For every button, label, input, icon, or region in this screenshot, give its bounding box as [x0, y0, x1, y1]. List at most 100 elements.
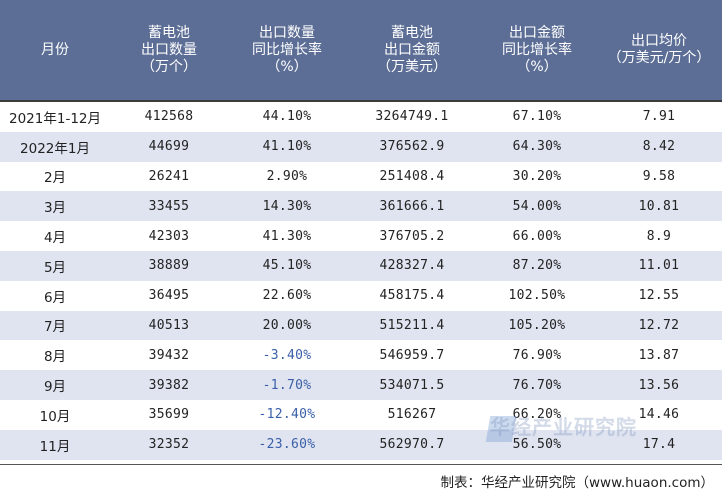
value-cell: 562970.7: [346, 429, 478, 460]
value-cell: 10.81: [596, 191, 722, 222]
value-cell: 412568: [110, 100, 228, 132]
value-cell: 44.10%: [228, 100, 346, 132]
value-cell: 376705.2: [379, 228, 445, 244]
value-cell: 12.55: [638, 288, 680, 304]
table-row: 3月 33455 14.30% 361666.1 54.00% 10.81: [0, 191, 722, 222]
value-cell: 105.20%: [478, 310, 596, 341]
value-cell: 102.50%: [508, 288, 566, 304]
value-cell: 8.42: [596, 131, 722, 162]
column-header: 出口均价 （万美元/万个）: [596, 0, 722, 101]
value-cell: 41.30%: [262, 228, 312, 244]
value-cell: 40513: [110, 310, 228, 341]
value-cell: 361666.1: [346, 191, 478, 222]
month-cell: 2021年1-12月: [0, 100, 110, 132]
column-header: 月份: [0, 0, 110, 101]
column-header-line: （万美元/万个）: [607, 50, 711, 66]
month-cell: 10月: [39, 408, 71, 425]
value-cell: 67.10%: [478, 100, 596, 132]
value-cell: 39432: [148, 347, 190, 363]
value-cell: 30.20%: [512, 168, 562, 184]
source-note: 制表：华经产业研究院（www.huaon.com）: [440, 475, 715, 491]
value-cell: 26241: [148, 168, 190, 184]
month-cell: 4月: [43, 230, 67, 247]
value-cell: 13.87: [638, 347, 680, 363]
value-cell: 56.50%: [478, 429, 596, 460]
month-cell: 2月: [43, 170, 67, 187]
table-row: 8月 39432 -3.40% 546959.7 76.90% 13.87: [0, 340, 722, 370]
column-header-line: （%）: [516, 58, 558, 75]
column-header-line: 出口均价: [631, 33, 687, 49]
value-cell: 516267: [387, 407, 437, 423]
month-cell: 6月: [43, 289, 67, 306]
value-cell: 41.10%: [228, 131, 346, 162]
value-cell: 7.91: [596, 100, 722, 132]
value-cell: 76.70%: [478, 370, 596, 400]
table-row: 5月 38889 45.10% 428327.4 87.20% 11.01: [0, 250, 722, 281]
column-header-line: （%）: [266, 58, 308, 75]
value-cell: 546959.7: [379, 347, 445, 363]
value-cell: 251408.4: [379, 168, 445, 184]
value-cell: 14.46: [638, 407, 680, 423]
value-cell: 12.72: [596, 310, 722, 341]
value-cell: 9.58: [642, 168, 676, 184]
value-cell: -1.70%: [228, 370, 346, 400]
month-cell: 11月: [0, 429, 110, 460]
value-cell: 76.90%: [512, 347, 562, 363]
table-row: 2022年1月 44699 41.10% 376562.9 64.30% 8.42: [0, 131, 722, 162]
month-cell: 5月: [0, 250, 110, 281]
column-header-line: 同比增长率: [502, 41, 572, 58]
watermark: 华经产业研究院: [490, 415, 637, 439]
column-header-line: 出口金额: [509, 24, 565, 41]
value-cell: 376562.9: [346, 131, 478, 162]
column-header-line: 蓄电池: [148, 24, 190, 41]
value-cell: 3264749.1: [346, 100, 478, 132]
value-cell: 44699: [110, 131, 228, 162]
table-row: 4月 42303 41.30% 376705.2 66.00% 8.9: [0, 221, 722, 251]
value-cell: 32352: [110, 429, 228, 460]
value-cell: 66.00%: [512, 228, 562, 244]
month-cell: 2022年1月: [0, 131, 110, 162]
value-cell: 54.00%: [478, 191, 596, 222]
column-header-line: 出口数量: [259, 24, 315, 41]
value-cell: 45.10%: [228, 250, 346, 281]
table-row: 2月 26241 2.90% 251408.4 30.20% 9.58: [0, 162, 722, 192]
header-row: 月份 蓄电池 出口数量 （万个） 出口数量 同比增长率 （%） 蓄电池 出口金额 （万美元） 出口金…: [0, 0, 722, 101]
column-header-line: 出口金额: [384, 41, 440, 58]
column-header-line: （万个）: [141, 58, 197, 75]
column-header-line: 出口数量: [141, 41, 197, 58]
column-header: 出口金额 同比增长率 （%）: [478, 0, 596, 101]
column-header-line: （万美元）: [377, 58, 447, 75]
column-header-line: 月份: [41, 41, 69, 58]
value-cell: 14.30%: [228, 191, 346, 222]
value-cell: 11.01: [596, 250, 722, 281]
table-row: 2021年1-12月 412568 44.10% 3264749.1 67.10% 7.9…: [0, 100, 722, 132]
table-row: 11月 32352 -23.60% 562970.7 56.50% 17.4: [0, 429, 722, 460]
value-cell: 64.30%: [478, 131, 596, 162]
month-cell: 3月: [0, 191, 110, 222]
table-header: 月份 蓄电池 出口数量 （万个） 出口数量 同比增长率 （%） 蓄电池 出口金额 （万美元） 出口金…: [0, 0, 722, 101]
value-cell: 13.56: [596, 370, 722, 400]
value-cell: -23.60%: [228, 429, 346, 460]
month-cell: 9月: [0, 370, 110, 400]
month-cell: 8月: [43, 349, 67, 366]
table-row: 7月 40513 20.00% 515211.4 105.20% 12.72: [0, 310, 722, 341]
value-cell: 36495: [148, 288, 190, 304]
value-cell: 35699: [148, 407, 190, 423]
column-header: 出口数量 同比增长率 （%）: [228, 0, 346, 101]
column-header: 蓄电池 出口金额 （万美元）: [346, 0, 478, 101]
table-footer: 制表：华经产业研究院（www.huaon.com）: [0, 464, 722, 493]
value-cell: 515211.4: [346, 310, 478, 341]
month-cell: 7月: [0, 310, 110, 341]
value-cell: 42303: [148, 228, 190, 244]
value-cell: 428327.4: [346, 250, 478, 281]
table-row: 10月 35699 -12.40% 516267 66.20% 14.46: [0, 400, 722, 430]
table-row: 6月 36495 22.60% 458175.4 102.50% 12.55: [0, 281, 722, 311]
table-row: 9月 39382 -1.70% 534071.5 76.70% 13.56: [0, 370, 722, 400]
value-cell: 17.4: [596, 429, 722, 460]
export-data-table: 月份 蓄电池 出口数量 （万个） 出口数量 同比增长率 （%） 蓄电池 出口金额 （万美元） 出口金…: [0, 0, 722, 460]
value-cell: 66.20%: [512, 407, 562, 423]
value-cell: 33455: [110, 191, 228, 222]
value-cell: 22.60%: [262, 288, 312, 304]
value-cell: -12.40%: [258, 407, 316, 423]
